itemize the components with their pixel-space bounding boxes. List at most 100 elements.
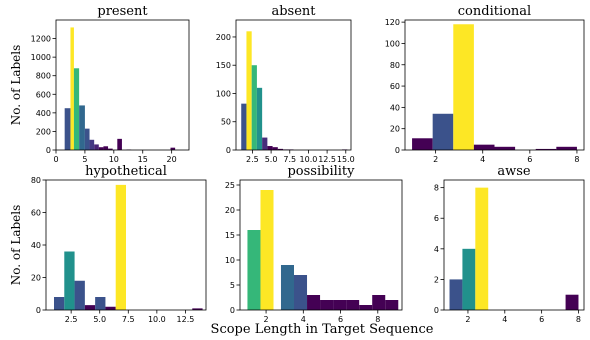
histogram-bar <box>333 300 347 310</box>
histogram-bar <box>277 148 284 150</box>
histogram-bar <box>103 146 109 150</box>
histogram-bar <box>267 146 273 150</box>
histogram-bar <box>247 230 261 310</box>
y-tick-label: 25 <box>225 181 235 190</box>
y-tick-label: 0 <box>36 306 41 315</box>
y-tick-label: 8 <box>434 184 439 193</box>
histogram-bar <box>98 147 104 150</box>
x-tick-label: 20 <box>167 155 177 164</box>
histogram-bar <box>346 300 360 310</box>
y-tick-label: 800 <box>36 72 51 81</box>
y-tick-label: 2 <box>434 275 439 284</box>
y-tick-label: 15 <box>225 231 235 240</box>
y-tick-label: 80 <box>31 176 41 185</box>
x-tick-label: 7.5 <box>122 315 135 324</box>
y-tick-label: 60 <box>390 82 400 91</box>
histogram-bar <box>535 148 557 150</box>
y-tick-label: 40 <box>31 241 41 250</box>
y-tick-label: 100 <box>216 89 231 98</box>
y-tick-label: 0 <box>46 146 51 155</box>
y-tick-label: 400 <box>36 109 51 118</box>
panel-awse: awse 2 4 6 8 0 2 4 6 8 <box>434 164 585 324</box>
histogram-bar <box>307 295 321 310</box>
histogram-bar <box>280 265 294 310</box>
panel-hypothetical: hypothetical 2.5 5.0 7.5 10.0 12.5 0 20 40 60 80 <box>31 164 207 324</box>
x-tick-label: 6 <box>527 155 532 164</box>
histogram-bar <box>64 108 71 150</box>
x-tick-label: 15 <box>138 155 148 164</box>
y-tick-label: 10 <box>225 256 235 265</box>
x-tick-label: 2.5 <box>246 155 259 164</box>
x-tick-label: 6 <box>338 315 343 324</box>
plot-frame <box>239 179 403 311</box>
panel-title: conditional <box>458 4 531 19</box>
y-tick-label: 0 <box>395 146 400 155</box>
histogram-bar <box>84 128 90 150</box>
histogram-bar <box>320 300 334 310</box>
histogram-bar <box>73 68 80 150</box>
panel-title: absent <box>271 4 316 19</box>
x-tick-label: 7.5 <box>283 155 296 164</box>
histogram-bar <box>462 248 476 310</box>
panel-title: present <box>97 4 148 19</box>
x-tick-label: 2 <box>433 155 438 164</box>
panel-title: possibility <box>287 164 355 179</box>
y-tick-label: 5 <box>230 281 235 290</box>
x-tick-label: 12.5 <box>318 155 336 164</box>
panel-possibility: possibility 2 4 6 8 0 5 10 15 20 25 <box>225 164 403 324</box>
x-tick-label: 12.5 <box>177 315 195 324</box>
x-tick-label: 10.0 <box>300 155 318 164</box>
x-tick-label: 6 <box>539 315 544 324</box>
histogram-bar <box>272 147 278 150</box>
y-tick-label: 0 <box>230 306 235 315</box>
histogram-bar <box>70 27 74 150</box>
histogram-bar <box>117 138 122 150</box>
y-tick-label: 1200 <box>31 35 51 44</box>
y-tick-label: 20 <box>390 125 400 134</box>
x-tick-label: 2.5 <box>65 315 78 324</box>
y-tick-label: 6 <box>434 214 439 223</box>
y-tick-label: 4 <box>434 245 439 254</box>
histogram-bar <box>372 295 386 310</box>
x-tick-label: 0 <box>53 155 58 164</box>
histogram-bar <box>294 275 308 310</box>
x-tick-label: 4 <box>480 155 485 164</box>
y-tick-label: 60 <box>31 209 41 218</box>
y-tick-label: 200 <box>216 33 231 42</box>
histogram-bar <box>256 87 263 150</box>
x-tick-label: 2 <box>465 315 470 324</box>
y-tick-label: 40 <box>390 103 400 112</box>
x-tick-label: 8 <box>576 315 581 324</box>
histogram-bar <box>359 305 373 310</box>
histogram-bar <box>473 144 495 150</box>
histogram-bar <box>494 146 516 150</box>
plot-frame <box>55 19 190 151</box>
plot-frame <box>443 179 585 311</box>
histogram-bar <box>453 24 474 150</box>
histogram-bar <box>475 187 489 310</box>
histogram-bar <box>94 144 99 150</box>
x-tick-label: 10.0 <box>148 315 166 324</box>
histogram-bar <box>449 279 463 310</box>
x-tick-label: 4 <box>301 315 306 324</box>
histogram-bar <box>192 308 203 311</box>
histogram-bar <box>79 105 85 150</box>
x-tick-label: 8 <box>574 155 579 164</box>
y-tick-label: 20 <box>31 274 41 283</box>
x-axis-label: Scope Length in Target Sequence <box>211 322 434 337</box>
x-tick-label: 8 <box>375 315 380 324</box>
y-tick-label: 150 <box>216 61 231 70</box>
histogram-bar <box>95 297 106 310</box>
histogram-bar <box>74 280 85 310</box>
y-tick-label: 100 <box>385 39 400 48</box>
x-tick-label: 5 <box>82 155 87 164</box>
x-tick-label: 4 <box>502 315 507 324</box>
x-tick-label: 2 <box>264 315 269 324</box>
y-tick-label: 80 <box>390 61 400 70</box>
histogram-bar <box>246 31 252 150</box>
plot-frame <box>404 19 585 151</box>
panel-title: hypothetical <box>85 164 167 179</box>
